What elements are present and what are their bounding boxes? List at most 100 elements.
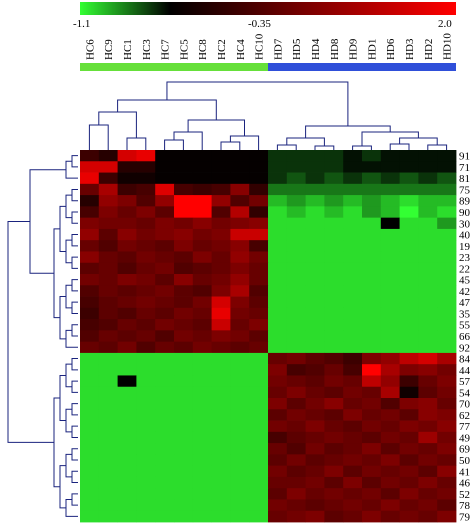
column-label-hd1: HD1 <box>366 39 378 60</box>
heatmap-cell-54-HC9 <box>98 386 118 399</box>
heatmap-cell-50-HC3 <box>136 454 156 467</box>
column-label-hd4: HD4 <box>310 38 322 60</box>
heatmap-cell-35-HD6 <box>380 307 400 320</box>
heatmap-cell-19-HD7 <box>268 240 288 252</box>
heatmap-cell-19-HD9 <box>343 240 363 252</box>
column-label-hc4: HC4 <box>235 39 247 60</box>
heatmap-cell-22-HD6 <box>380 262 400 275</box>
heatmap-cell-77-HC9 <box>98 420 118 433</box>
heatmap-cell-52-HD4 <box>305 488 325 500</box>
heatmap-cell-66-HD10 <box>437 330 457 343</box>
heatmap-cell-66-HC1 <box>117 330 137 343</box>
heatmap-cell-44-HD7 <box>268 364 288 376</box>
heatmap-cell-41-HD1 <box>362 465 382 478</box>
heatmap-cell-35-HC10 <box>249 307 269 320</box>
heatmap-cell-50-HC4 <box>230 454 250 467</box>
column-dendrogram-branch <box>314 145 335 150</box>
heatmap-cell-46-HD6 <box>380 476 400 489</box>
heatmap-cell-46-HD8 <box>324 476 344 489</box>
heatmap-cell-45-HC6 <box>80 274 100 286</box>
heatmap-cell-69-HD6 <box>380 443 400 455</box>
heatmap-cell-35-HD2 <box>418 307 438 320</box>
heatmap-cell-70-HD7 <box>268 398 288 410</box>
heatmap-cell-77-HD1 <box>362 420 382 433</box>
heatmap-cell-41-HC4 <box>230 465 250 478</box>
heatmap-cell-69-HC6 <box>80 443 100 455</box>
heatmap-cell-71-HC10 <box>249 161 269 173</box>
heatmap-cell-91-HC5 <box>174 150 194 162</box>
heatmap-cell-66-HC10 <box>249 330 269 343</box>
column-dendrogram-branch <box>166 81 349 126</box>
heatmap-cell-91-HD4 <box>305 150 325 162</box>
heatmap-cell-19-HD2 <box>418 240 438 252</box>
heatmap-cell-69-HC3 <box>136 443 156 455</box>
heatmap-cell-84-HD8 <box>324 352 344 365</box>
heatmap-cell-54-HC10 <box>249 386 269 399</box>
heatmap-cell-75-HD2 <box>418 183 438 196</box>
heatmap-cell-23-HC4 <box>230 251 250 264</box>
row-label-57: 57 <box>459 376 471 388</box>
heatmap-cell-92-HD7 <box>268 341 288 354</box>
heatmap-cell-52-HD9 <box>343 488 363 500</box>
heatmap-cell-66-HC5 <box>174 330 194 343</box>
heatmap-cell-42-HD3 <box>399 285 419 297</box>
heatmap-cell-69-HC2 <box>211 443 231 455</box>
heatmap-cell-46-HC8 <box>192 476 212 489</box>
heatmap-cell-70-HD10 <box>437 398 457 410</box>
heatmap-cell-75-HD4 <box>305 183 325 196</box>
heatmap-cell-57-HC7 <box>155 375 175 388</box>
heatmap-cell-44-HC1 <box>117 364 137 376</box>
heatmap-cell-45-HC9 <box>98 274 118 286</box>
heatmap-cell-22-HC10 <box>249 262 269 275</box>
heatmap-cell-49-HD2 <box>418 431 438 444</box>
heatmap-cell-30-HD5 <box>286 217 306 230</box>
heatmap-cell-47-HC8 <box>192 296 212 309</box>
heatmap-cell-35-HD3 <box>399 307 419 320</box>
heatmap-cell-41-HD7 <box>268 465 288 478</box>
heatmap-cell-44-HC2 <box>211 364 231 376</box>
row-dendrogram-branch <box>71 470 78 484</box>
heatmap-cell-69-HC5 <box>174 443 194 455</box>
column-label-hc5: HC5 <box>178 39 190 60</box>
heatmap-cell-89-HC7 <box>155 195 175 207</box>
heatmap-cell-40-HD10 <box>437 228 457 241</box>
heatmap-cell-66-HC2 <box>211 330 231 343</box>
heatmap-cell-84-HC3 <box>136 352 156 365</box>
heatmap-cell-22-HD3 <box>399 262 419 275</box>
heatmap-cell-66-HD3 <box>399 330 419 343</box>
heatmap-cell-49-HD3 <box>399 431 419 444</box>
heatmap-cell-23-HC9 <box>98 251 118 264</box>
heatmap-cell-45-HD2 <box>418 274 438 286</box>
heatmap-cell-79-HD3 <box>399 510 419 523</box>
heatmap-cell-19-HC2 <box>211 240 231 252</box>
heatmap-cell-71-HD7 <box>268 161 288 173</box>
heatmap-cell-69-HD5 <box>286 443 306 455</box>
row-dendrogram-branch <box>71 211 78 224</box>
heatmap-cell-91-HC9 <box>98 150 118 162</box>
heatmap-cell-19-HC10 <box>249 240 269 252</box>
heatmap-cell-54-HC7 <box>155 386 175 399</box>
heatmap-cell-70-HC5 <box>174 398 194 410</box>
row-dendrogram-branch <box>71 155 78 168</box>
heatmap-cell-62-HC1 <box>117 409 137 421</box>
heatmap-cell-91-HC3 <box>136 150 156 162</box>
heatmap-cell-23-HD3 <box>399 251 419 264</box>
heatmap-cell-41-HC3 <box>136 465 156 478</box>
heatmap-cell-19-HD5 <box>286 240 306 252</box>
heatmap-cell-92-HC10 <box>249 341 269 354</box>
heatmap-cell-45-HC8 <box>192 274 212 286</box>
heatmap-cell-81-HD1 <box>362 172 382 185</box>
heatmap-cell-52-HC2 <box>211 488 231 500</box>
heatmap-cell-55-HC9 <box>98 319 118 331</box>
heatmap-cell-70-HD1 <box>362 398 382 410</box>
row-dendrogram-branch <box>65 284 72 309</box>
heatmap-cell-78-HC4 <box>230 499 250 512</box>
heatmap-cell-52-HC6 <box>80 488 100 500</box>
heatmap-cell-40-HD7 <box>268 228 288 241</box>
heatmap-cell-22-HD10 <box>437 262 457 275</box>
heatmap-cell-55-HC7 <box>155 319 175 331</box>
row-label-19: 19 <box>459 241 471 253</box>
row-dendrogram-branch <box>71 256 78 269</box>
heatmap-cell-55-HC6 <box>80 319 100 331</box>
heatmap-cell-55-HD4 <box>305 319 325 331</box>
